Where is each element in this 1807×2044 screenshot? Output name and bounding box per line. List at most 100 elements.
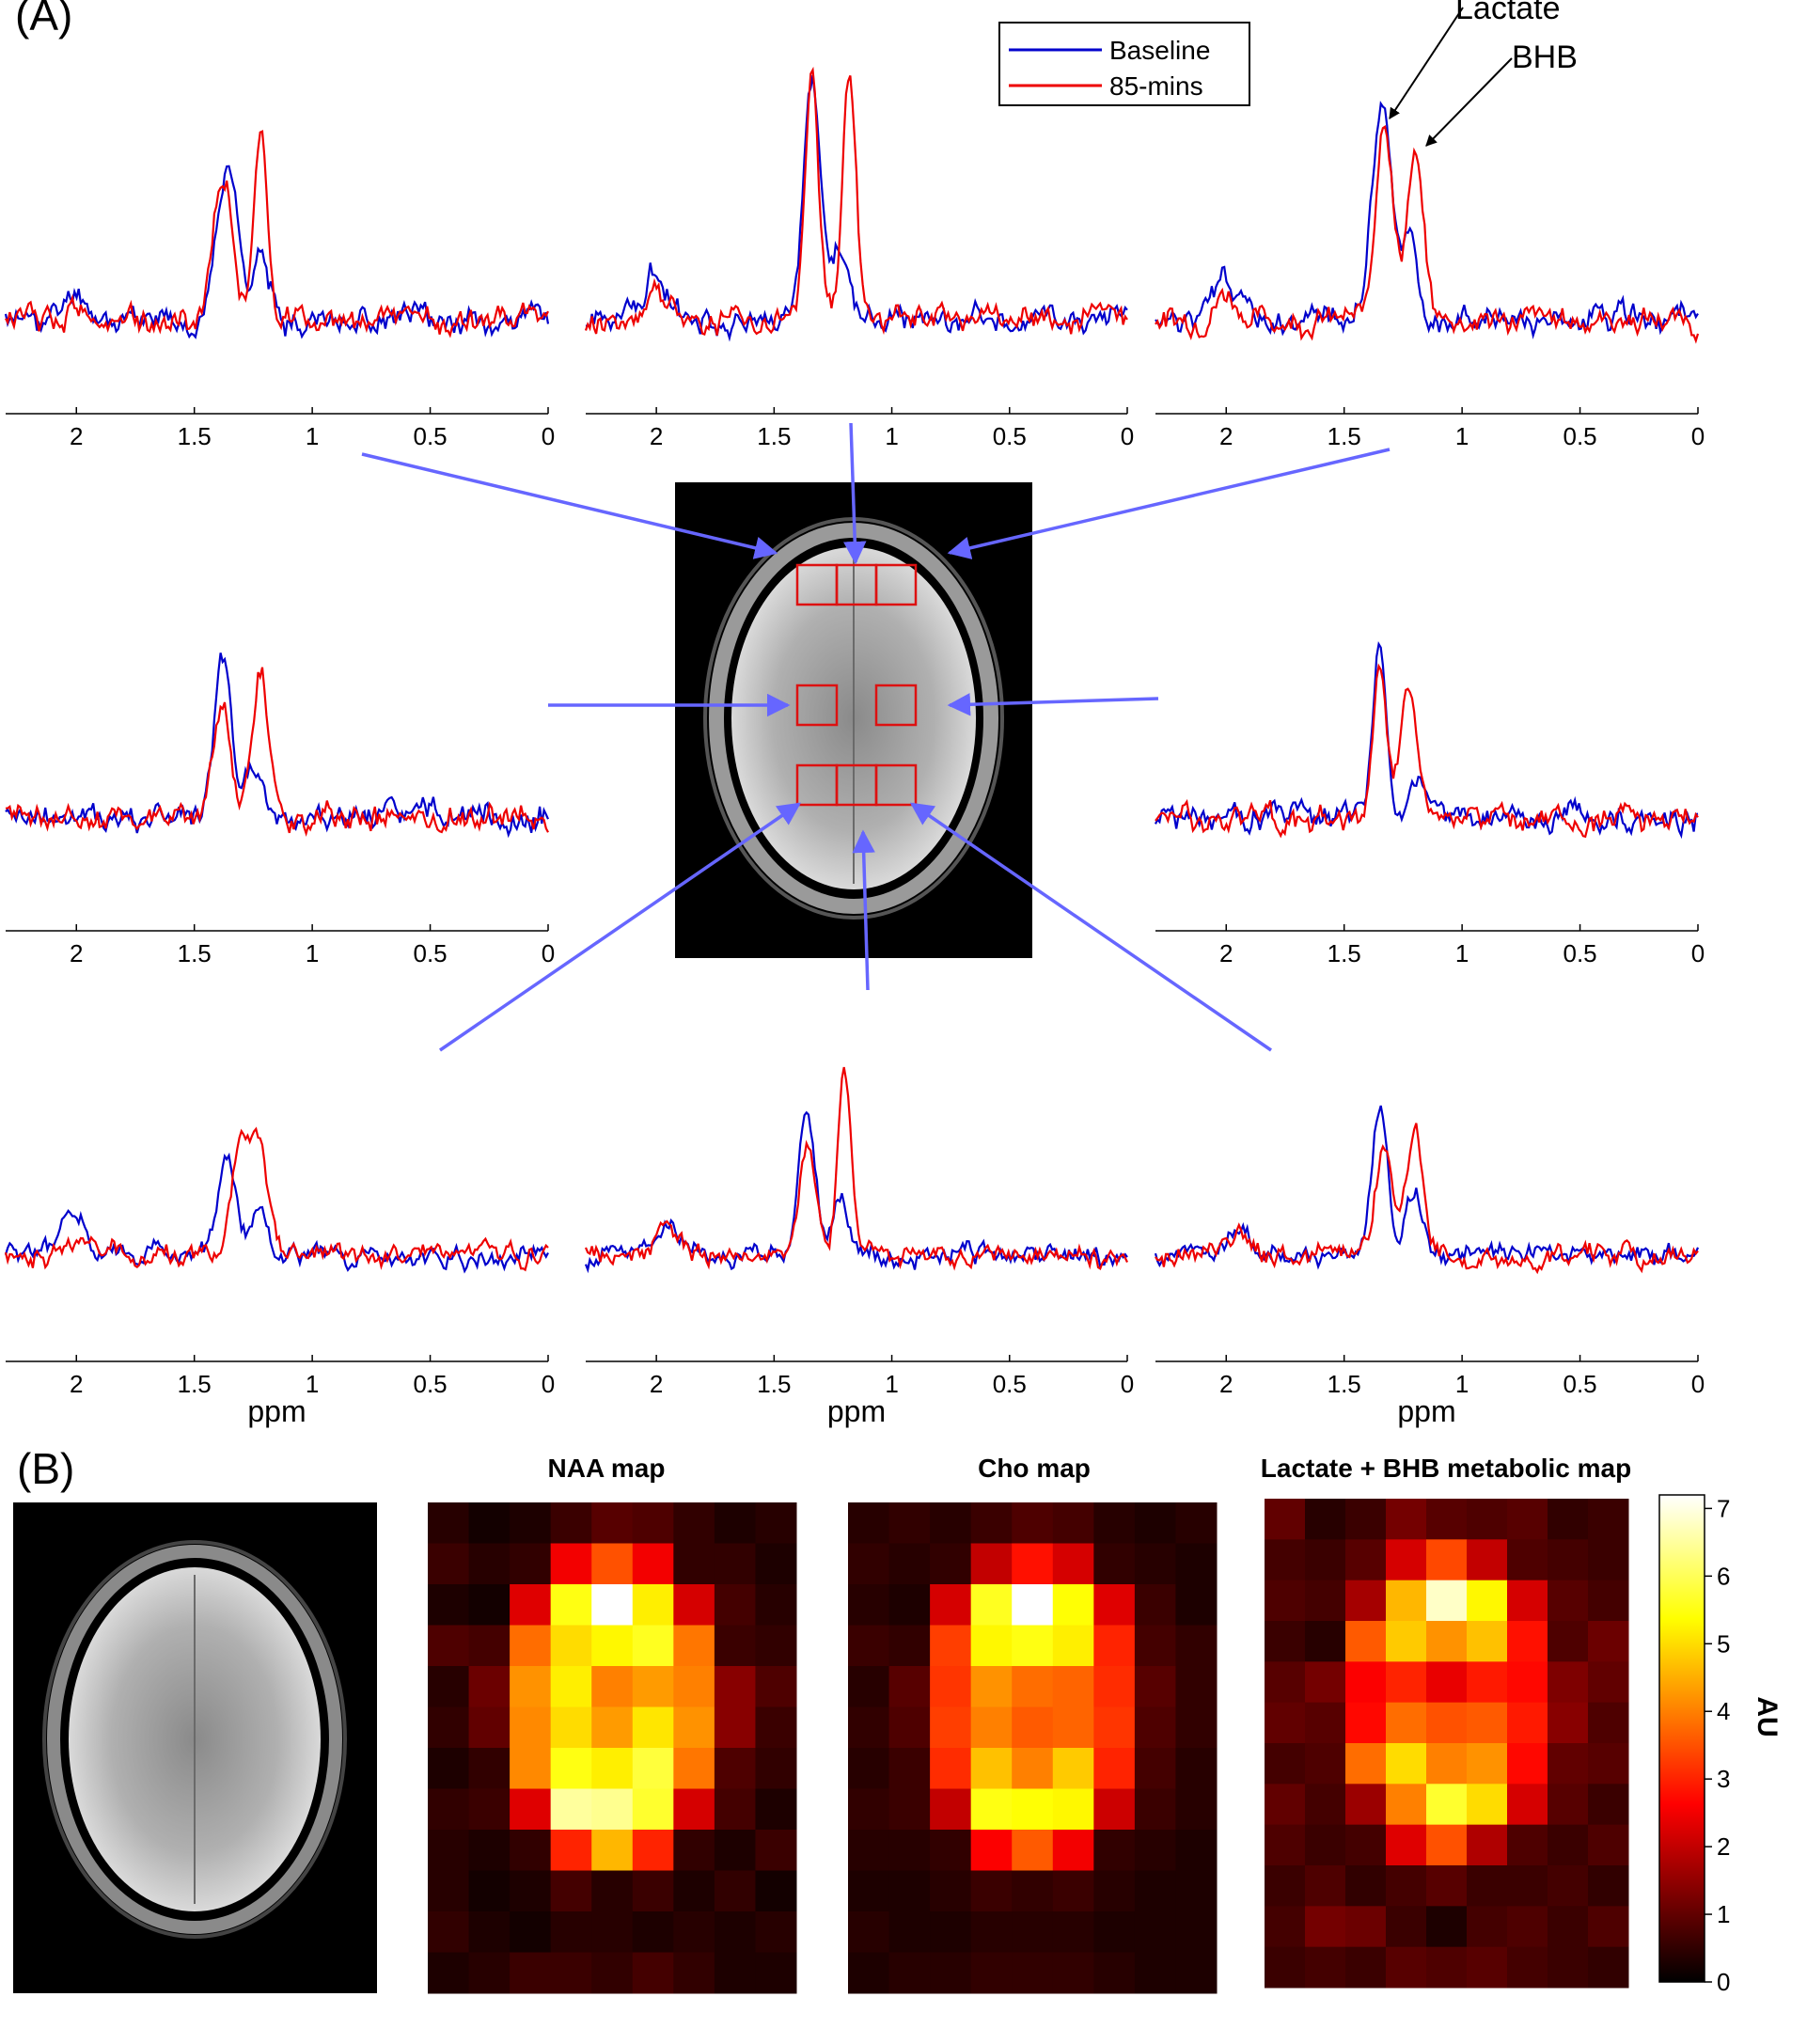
voxel-arrow: [361, 452, 778, 559]
heatmap-cell: [1345, 1906, 1387, 1948]
heatmap-cell: [468, 1625, 511, 1667]
heatmap-cell: [1386, 1661, 1427, 1704]
heatmap-cell: [930, 1666, 972, 1707]
heatmap-cell: [1467, 1865, 1508, 1907]
heatmap-cell: [632, 1748, 674, 1789]
heatmap-cell: [1305, 1906, 1346, 1948]
heatmap-cell: [1052, 1706, 1094, 1749]
spectrum-tick-label: 2: [650, 422, 663, 450]
heatmap-cell: [510, 1952, 552, 1994]
heatmap-cell: [930, 1625, 972, 1667]
heatmap-cell: [468, 1502, 511, 1544]
voxel-box: [874, 763, 918, 807]
heatmap-cell: [1507, 1539, 1548, 1581]
heatmap-cell: [1426, 1499, 1468, 1540]
heatmap-cell: [848, 1748, 890, 1789]
heatmap-cell: [673, 1625, 715, 1667]
heatmap-cell: [1175, 1584, 1218, 1626]
heatmap-cell: [1507, 1743, 1548, 1785]
heatmap-cell: [1175, 1788, 1218, 1831]
heatmap-cell: [632, 1870, 674, 1912]
heatmap-cell: [550, 1502, 592, 1544]
heatmap-cell: [970, 1952, 1013, 1994]
voxel-box: [874, 684, 918, 727]
heatmap-cell: [428, 1502, 470, 1544]
heatmap-cell: [930, 1706, 972, 1749]
heatmap-cell: [1093, 1830, 1136, 1871]
heatmap-cell: [1175, 1706, 1218, 1749]
heatmap-cell: [848, 1584, 890, 1626]
spectrum-tick-label: 1.5: [178, 422, 212, 450]
panel-label-a: (A): [15, 0, 72, 39]
heatmap-cell: [1345, 1946, 1387, 1989]
heatmap-cell: [428, 1543, 470, 1585]
heatmap-cell: [1134, 1748, 1176, 1789]
heatmap-cell: [714, 1666, 756, 1707]
heatmap-cell: [673, 1870, 715, 1912]
heatmap-cell: [1426, 1906, 1468, 1948]
heatmap-cell: [1588, 1946, 1629, 1989]
heatmap-cell: [1426, 1621, 1468, 1662]
spectrum-tick-label: 1.5: [1328, 1370, 1361, 1398]
heatmap-cell: [970, 1584, 1013, 1626]
colorbar-tick-label: 2: [1717, 1832, 1730, 1861]
heatmap-cell: [468, 1666, 511, 1707]
heatmap-cell: [1175, 1543, 1218, 1585]
heatmap-cell: [888, 1788, 931, 1831]
heatmap-cell: [1548, 1784, 1589, 1826]
heatmap-cell: [1052, 1748, 1094, 1789]
heatmap-cell: [714, 1748, 756, 1789]
voxel-arrow: [947, 693, 1159, 716]
heatmap-1: [428, 1502, 797, 1994]
spectrum-tick-label: 1.5: [1328, 422, 1361, 450]
spectrum-series-baseline: [1155, 101, 1699, 339]
heatmap-cell: [510, 1788, 552, 1831]
heatmap-cell: [1588, 1906, 1629, 1948]
heatmap-cell: [632, 1830, 674, 1871]
heatmap-cell: [1386, 1865, 1427, 1907]
heatmap-cell: [930, 1748, 972, 1789]
heatmap-cell: [1052, 1788, 1094, 1831]
heatmap-cell: [591, 1870, 634, 1912]
heatmap-cell: [1265, 1784, 1306, 1826]
heatmap-cell: [1467, 1946, 1508, 1989]
heatmap-cell: [848, 1502, 890, 1544]
heatmap-cell: [510, 1584, 552, 1626]
heatmap-cell: [591, 1502, 634, 1544]
spectrum-4: 2 1.5 1 0.5 0: [5, 653, 555, 967]
heatmap-cell: [1175, 1625, 1218, 1667]
heatmap-cell: [888, 1706, 931, 1749]
heatmap-cell: [1548, 1906, 1589, 1948]
heatmap-cell: [1175, 1666, 1218, 1707]
heatmap-cell: [591, 1584, 634, 1626]
heatmap-cell: [550, 1911, 592, 1953]
heatmap-cell: [755, 1584, 797, 1626]
heatmap-cell: [591, 1666, 634, 1707]
spectrum-tick-label: 0: [1121, 1370, 1134, 1398]
heatmap-cell: [848, 1952, 890, 1994]
spectrum-7: 2 1.5 1 0.5 0 ppm: [584, 1066, 1134, 1428]
spectrum-tick-label: 2: [1219, 422, 1233, 450]
heatmap-cell: [1093, 1543, 1136, 1585]
spectrum-tick-label: 2: [70, 939, 83, 967]
spectrum-series-baseline: [4, 165, 550, 339]
heatmap-cell: [1175, 1870, 1218, 1912]
heatmap-cell: [1134, 1502, 1176, 1544]
heatmap-cell: [970, 1706, 1013, 1749]
spectrum-tick-label: 0: [542, 939, 555, 967]
heatmap-cell: [1426, 1865, 1468, 1907]
heatmap-cell: [1467, 1499, 1508, 1540]
colorbar-gradient: [1658, 1494, 1705, 1983]
bhb-arrow: [1425, 57, 1513, 147]
anatomical-image: [13, 1502, 377, 1993]
voxel-arrow: [947, 448, 1391, 559]
heatmap-cell: [1386, 1743, 1427, 1785]
heatmap-cell: [428, 1870, 470, 1912]
heatmap-cell: [550, 1830, 592, 1871]
heatmap-cell: [1175, 1502, 1218, 1544]
heatmap-cell: [1467, 1702, 1508, 1744]
spectrum-tick-label: 0: [542, 1370, 555, 1398]
heatmap-cell: [1265, 1661, 1306, 1704]
heatmap-cell: [1386, 1702, 1427, 1744]
